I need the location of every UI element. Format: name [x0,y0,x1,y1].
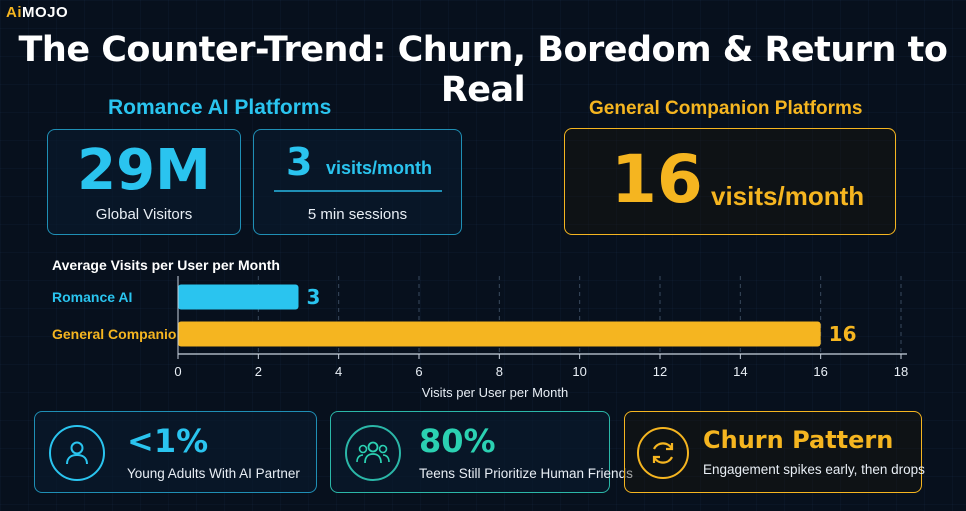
x-tick-label-8: 8 [496,364,503,379]
x-tick-label-14: 14 [733,364,747,379]
young-adults-stat-value: <1% [127,422,209,460]
logo-brand-text: MOJO [22,4,69,21]
cycle-arrows-icon [637,427,689,479]
romance-visits-value: 3 [286,140,313,184]
chart-bars: Romance AI 3 General Companion 16 [52,284,857,347]
page-title: The Counter-Trend: Churn, Boredom & Retu… [18,30,948,110]
x-tick-label-6: 6 [415,364,422,379]
category-label-1: General Companion [52,326,185,342]
category-label-0: Romance AI [52,289,132,305]
romance-visits-unit: visits/month [326,158,433,178]
general-visits-card: 16 visits/month [564,128,896,235]
romance-section-label: Romance AI Platforms [108,96,332,119]
general-section-label: General Companion Platforms [589,98,863,119]
churn-pattern-card: Churn Pattern Engagement spikes early, t… [624,411,925,493]
churn-pattern-label: Engagement spikes early, then drops [703,462,925,477]
teens-stat-value: 80% [419,422,496,460]
brand-logo: AiMOJO [6,4,68,21]
x-tick-label-4: 4 [335,364,342,379]
romance-visits-card: 3 visits/month 5 min sessions [253,129,462,235]
data-label-1: 16 [829,322,857,346]
logo-ai-text: Ai [6,4,22,21]
chart-title: Average Visits per User per Month [52,257,280,273]
x-tick-label-2: 2 [255,364,262,379]
global-visitors-label: Global Visitors [95,206,193,223]
group-icon [345,425,401,481]
visits-bar-chart: Average Visits per User per Month Romanc… [52,257,908,400]
general-visits-unit: visits/month [711,181,865,211]
x-tick-label-12: 12 [653,364,667,379]
x-tick-label-10: 10 [572,364,586,379]
session-length-label: 5 min sessions [307,206,408,223]
bar-0 [178,284,299,310]
young-adults-stat-card: <1% Young Adults With AI Partner [34,411,317,493]
x-tick-label-16: 16 [813,364,827,379]
global-visitors-card: 29M Global Visitors [47,129,241,235]
young-adults-stat-label: Young Adults With AI Partner [127,466,300,481]
chart-x-axis-label: Visits per User per Month [422,385,568,400]
person-icon [49,425,105,481]
general-visits-value: 16 [611,141,703,218]
bar-1 [178,321,821,347]
teens-stat-label: Teens Still Prioritize Human Friends [419,466,633,481]
data-label-0: 3 [307,285,321,309]
x-tick-label-0: 0 [174,364,181,379]
churn-pattern-title: Churn Pattern [703,426,894,454]
global-visitors-value: 29M [77,138,211,203]
chart-x-axis: 0 2 4 6 8 10 12 14 16 18 [174,276,908,379]
x-tick-label-18: 18 [894,364,908,379]
teens-stat-card: 80% Teens Still Prioritize Human Friends [330,411,633,493]
card-divider [274,190,442,192]
